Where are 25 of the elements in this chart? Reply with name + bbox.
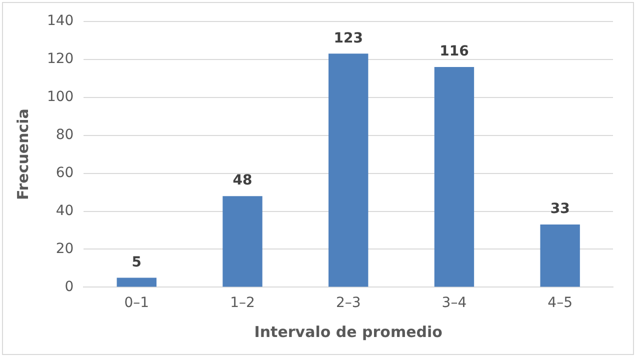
x-tick-label: 2–3 bbox=[336, 295, 361, 312]
bar bbox=[222, 196, 262, 287]
y-tick-label: 80 bbox=[56, 126, 74, 143]
x-tick-label: 1–2 bbox=[230, 295, 255, 312]
x-tick-label: 3–4 bbox=[442, 295, 467, 312]
x-tick-label: 4–5 bbox=[548, 295, 572, 312]
bar bbox=[540, 224, 580, 287]
bar bbox=[328, 54, 368, 287]
x-axis-title: Intervalo de promedio bbox=[254, 322, 442, 341]
x-tick-label: 0–1 bbox=[124, 295, 150, 312]
bar bbox=[116, 278, 156, 287]
y-tick-label: 0 bbox=[64, 278, 74, 295]
data-label: 116 bbox=[440, 44, 469, 60]
y-tick-label: 60 bbox=[56, 164, 74, 181]
bar bbox=[434, 66, 474, 287]
y-axis-title: Frecuencia bbox=[14, 108, 32, 200]
y-tick-label: 100 bbox=[46, 88, 74, 105]
y-tick-label: 120 bbox=[46, 51, 74, 68]
data-label: 5 bbox=[132, 254, 142, 270]
y-tick-label: 140 bbox=[46, 13, 74, 30]
data-label: 123 bbox=[334, 30, 363, 46]
y-tick-label: 40 bbox=[56, 202, 74, 219]
y-tick-label: 20 bbox=[56, 240, 74, 257]
data-label: 33 bbox=[550, 201, 570, 218]
data-label: 48 bbox=[232, 172, 252, 189]
